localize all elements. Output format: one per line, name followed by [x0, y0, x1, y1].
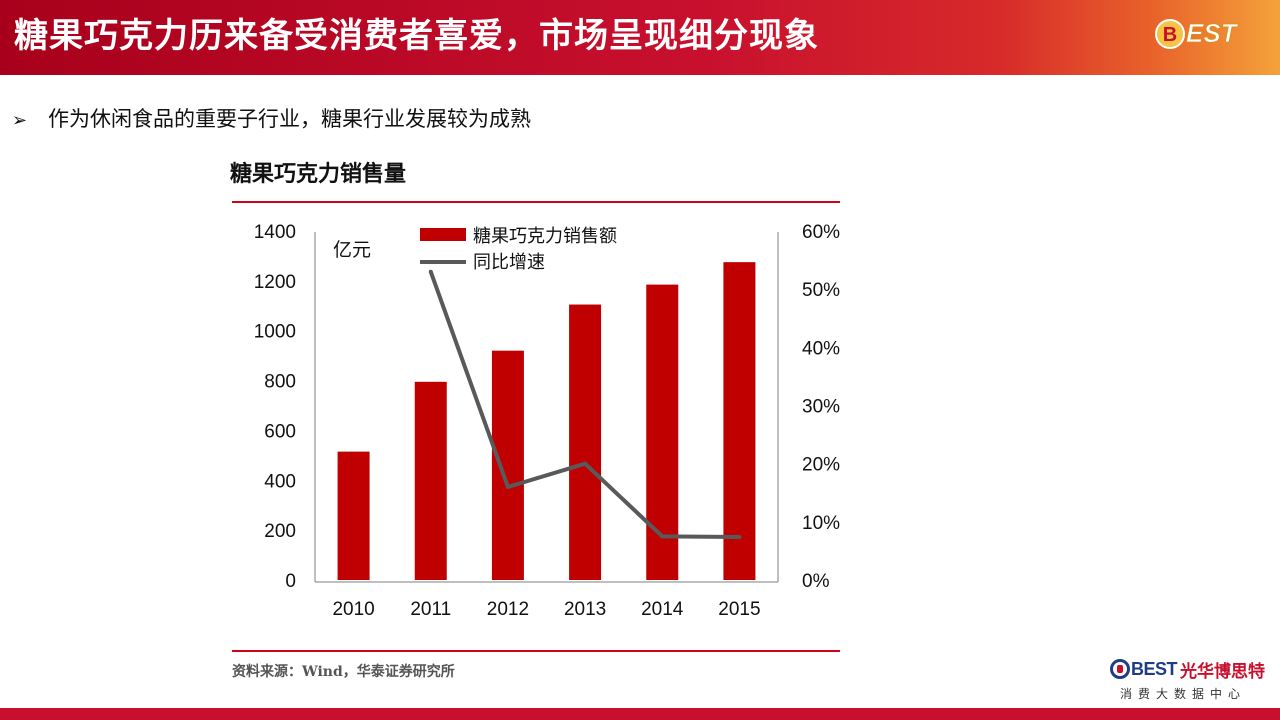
bottom-bar — [0, 708, 1280, 720]
growth-point-2012 — [505, 484, 510, 489]
growth-point-2013 — [583, 461, 588, 466]
best-b-icon — [1110, 659, 1130, 679]
right-tick-label: 20% — [802, 455, 840, 476]
right-tick-label: 10% — [802, 513, 840, 534]
left-tick-label: 1400 — [254, 222, 296, 243]
right-tick-label: 30% — [802, 397, 840, 418]
left-tick-label: 1000 — [254, 322, 296, 343]
x-tick-label: 2012 — [487, 599, 529, 620]
x-tick-label: 2013 — [564, 599, 606, 620]
chart-title: 糖果巧克力销售量 — [230, 162, 407, 187]
footer-brand-name: 光华博思特 — [1180, 661, 1266, 682]
right-tick-label: 60% — [802, 222, 840, 243]
x-tick-label: 2015 — [718, 599, 760, 620]
bar-2014 — [646, 284, 679, 580]
footer-brand-logo: BEST — [1131, 658, 1178, 679]
chart-bottom-rule — [232, 650, 840, 652]
right-tick-label: 40% — [802, 338, 840, 359]
footer-logo: BEST 光华博思特 消费大数据中心 — [1110, 656, 1270, 702]
svg-text:EST: EST — [1186, 18, 1239, 48]
x-tick-label: 2011 — [410, 599, 451, 620]
left-tick-label: 600 — [264, 421, 296, 442]
left-tick-label: 1200 — [254, 272, 296, 293]
legend-bar-swatch — [420, 228, 466, 241]
x-tick-label: 2014 — [641, 599, 684, 620]
chart-top-rule — [232, 201, 840, 203]
arrow-bullet-icon: ➢ — [12, 110, 28, 131]
top-banner: 糖果巧克力历来备受消费者喜爱，市场呈现细分现象 B EST — [0, 0, 1280, 75]
bar-2015 — [723, 262, 756, 580]
x-tick-label: 2010 — [332, 599, 374, 620]
svg-text:B: B — [1163, 24, 1177, 46]
left-tick-label: 800 — [264, 372, 296, 393]
source-note: 资料来源：Wind，华泰证券研究所 — [232, 664, 455, 680]
growth-point-2014 — [660, 534, 665, 539]
bullet-row: ➢ 作为休闲食品的重要子行业，糖果行业发展较为成熟 — [12, 104, 531, 134]
right-tick-label: 0% — [802, 571, 830, 592]
growth-point-2011 — [428, 269, 433, 274]
bar-2013 — [569, 304, 602, 580]
best-logo-mark — [1155, 19, 1185, 49]
footer-tagline: 消费大数据中心 — [1120, 687, 1247, 701]
legend-bar-label: 糖果巧克力销售额 — [473, 226, 617, 247]
bar-2011 — [414, 381, 447, 580]
unit-label: 亿元 — [333, 239, 371, 261]
left-tick-label: 200 — [264, 521, 296, 542]
growth-point-2015 — [737, 534, 742, 539]
bar-2010 — [337, 451, 370, 580]
page-title: 糖果巧克力历来备受消费者喜爱，市场呈现细分现象 — [14, 16, 819, 56]
legend-line-label: 同比增速 — [473, 252, 545, 273]
best-logo: B EST — [1155, 18, 1239, 49]
bullet-text: 作为休闲食品的重要子行业，糖果行业发展较为成熟 — [48, 107, 531, 131]
right-tick-label: 50% — [802, 280, 840, 301]
left-tick-label: 0 — [285, 571, 296, 592]
left-tick-label: 400 — [264, 471, 296, 492]
bar-2012 — [491, 350, 524, 580]
